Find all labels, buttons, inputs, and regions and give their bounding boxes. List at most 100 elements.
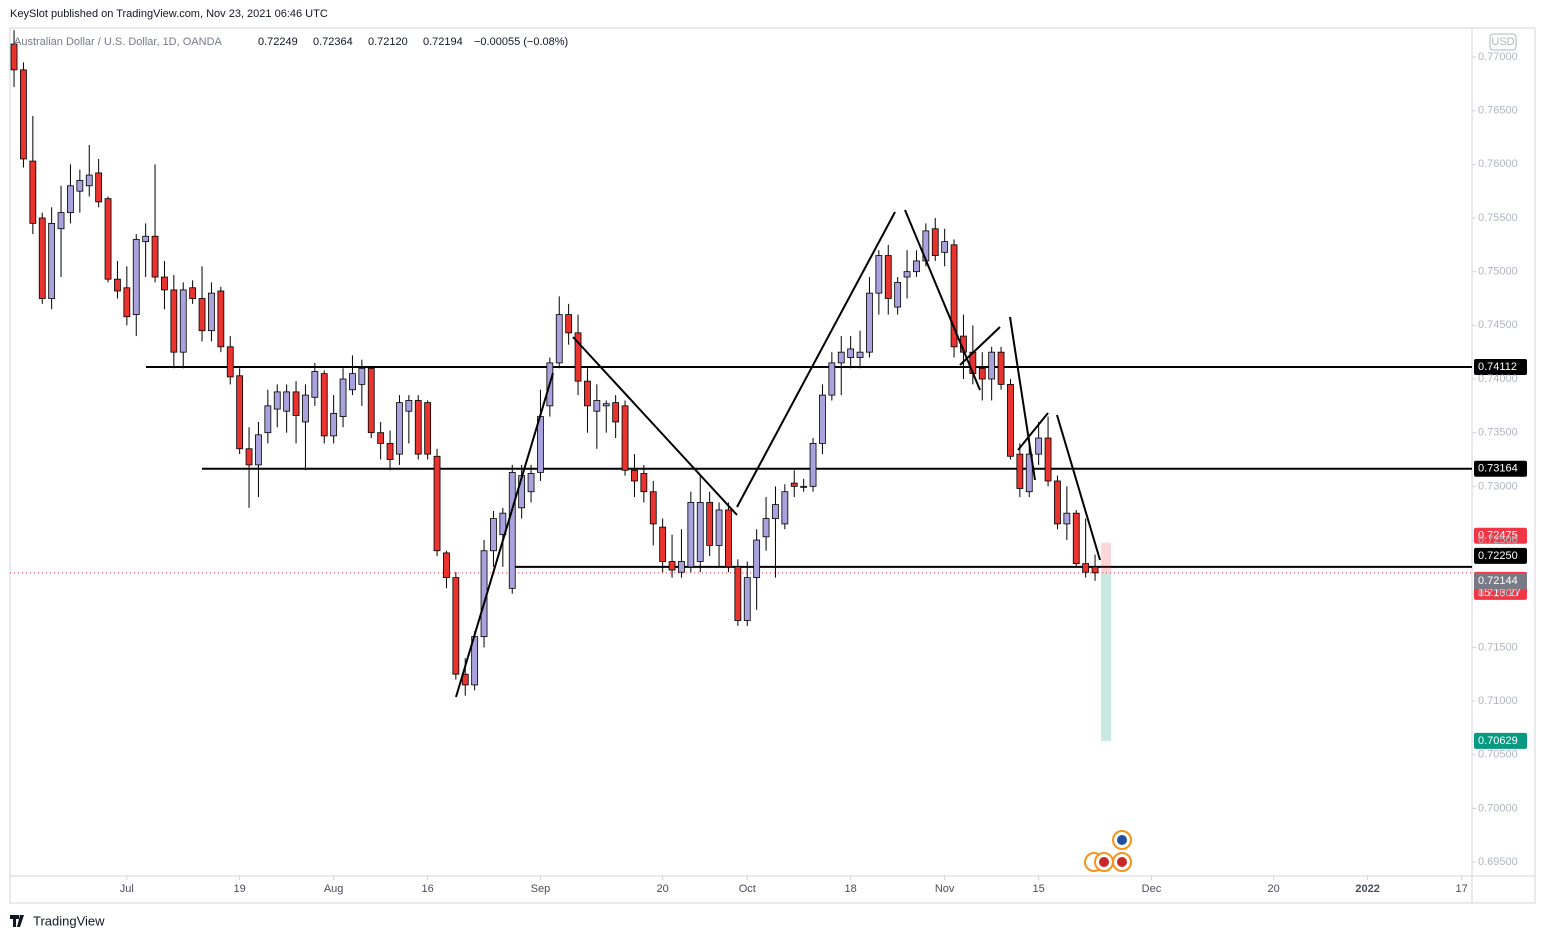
- candle-body: [612, 402, 620, 423]
- candle-body: [330, 412, 338, 437]
- candle-body: [339, 378, 347, 417]
- chart-frame: [9, 27, 1536, 904]
- close: 0.72194: [423, 36, 463, 48]
- candle-body: [85, 174, 93, 187]
- y-tick-label: 0.75000: [1478, 266, 1518, 278]
- candle-body: [1072, 512, 1080, 565]
- candle-body: [414, 400, 422, 455]
- x-tick-label: Aug: [324, 883, 344, 895]
- open: 0.72249: [258, 36, 298, 48]
- candle-body: [217, 290, 225, 348]
- candle-body: [640, 473, 648, 493]
- trendline: [1017, 412, 1049, 451]
- trendline: [904, 209, 981, 391]
- candle-body: [245, 448, 253, 466]
- publisher: KeySlot published on TradingView.com, No…: [10, 8, 328, 20]
- candle-body: [57, 212, 65, 230]
- candle-body: [1082, 563, 1090, 573]
- candle-body: [443, 552, 450, 578]
- candle-body: [377, 432, 385, 444]
- candle-body: [1091, 566, 1099, 574]
- candle-body: [20, 69, 27, 160]
- candle-body: [264, 405, 272, 434]
- candle-body: [649, 491, 657, 525]
- y-tick-label: 0.71000: [1478, 695, 1518, 707]
- x-tick-label: 18: [845, 883, 857, 895]
- candle-body: [828, 362, 836, 396]
- price-labels: 0.741120.731640.724750.722500.7219415:13…: [1474, 358, 1527, 749]
- candle-body: [273, 391, 281, 410]
- candle-body: [781, 491, 789, 525]
- x-tick-label: Oct: [739, 883, 756, 895]
- y-tick-label: 0.73000: [1478, 480, 1518, 492]
- candle-body: [508, 471, 516, 589]
- candle-body: [753, 539, 761, 578]
- candle-body: [367, 367, 375, 434]
- trendline: [736, 211, 896, 508]
- candle-body: [452, 577, 460, 675]
- candle-body: [790, 482, 798, 487]
- candle-body: [706, 502, 714, 546]
- candle-body: [358, 367, 366, 385]
- candle-body: [490, 518, 497, 552]
- candle-body: [208, 292, 215, 332]
- y-tick-label: 0.74500: [1478, 319, 1518, 331]
- trendlines: [455, 209, 1101, 698]
- event-icon: [1099, 857, 1109, 867]
- x-tick-label: Dec: [1142, 883, 1162, 895]
- footer-logo: [10, 915, 24, 927]
- candle-body: [903, 271, 911, 278]
- candle-body: [142, 235, 150, 243]
- y-tick-label: 0.72000: [1478, 588, 1518, 600]
- candle-body: [621, 405, 629, 471]
- candle-body: [687, 502, 695, 568]
- candle-body: [856, 351, 864, 358]
- x-tick-label: 17: [1456, 883, 1468, 895]
- levels: [10, 365, 1472, 741]
- candle-body: [988, 351, 996, 380]
- x-tick-label: Jul: [120, 883, 134, 895]
- candle-body: [978, 367, 986, 380]
- candle-body: [283, 391, 291, 412]
- candle-body: [1035, 437, 1043, 455]
- candle-body: [179, 289, 187, 353]
- candle-body: [913, 260, 920, 273]
- candle-body: [1054, 480, 1061, 525]
- trendline: [1009, 316, 1036, 481]
- price-label-box: [1474, 732, 1527, 749]
- price-label: 0.72144: [1478, 575, 1518, 587]
- candle-body: [678, 561, 685, 573]
- candle-body: [894, 281, 902, 308]
- candle-body: [527, 473, 535, 493]
- currency[interactable]: USD: [1491, 36, 1514, 48]
- brand: TradingView: [33, 913, 105, 928]
- candle-body: [311, 371, 319, 398]
- y-tick-label: 0.72500: [1478, 534, 1518, 546]
- trendline: [455, 372, 554, 698]
- candle-body: [433, 455, 441, 552]
- target-zone: [1101, 572, 1112, 741]
- candle-body: [386, 443, 394, 460]
- candle-body: [866, 292, 873, 353]
- y-tick-label: 0.70000: [1478, 802, 1518, 814]
- candle-body: [132, 239, 140, 316]
- currency-badge[interactable]: [1489, 33, 1517, 51]
- candle-body: [565, 314, 573, 334]
- candle-body: [114, 278, 121, 292]
- candles: [10, 30, 1099, 696]
- candle-body: [602, 403, 610, 407]
- x-tick-label: Nov: [935, 883, 955, 895]
- candle-body: [405, 400, 413, 412]
- candle-body: [819, 394, 826, 444]
- candle-body: [424, 402, 432, 455]
- x-tick-label: 19: [234, 883, 246, 895]
- candle-body: [67, 185, 74, 214]
- candle-body: [236, 375, 244, 450]
- candle-body: [584, 380, 591, 407]
- price-label: 0.74112: [1478, 361, 1517, 373]
- price-label: 0.73164: [1478, 463, 1518, 475]
- symbol: Australian Dollar / U.S. Dollar, 1D, OAN…: [14, 36, 223, 48]
- candle-body: [696, 502, 704, 562]
